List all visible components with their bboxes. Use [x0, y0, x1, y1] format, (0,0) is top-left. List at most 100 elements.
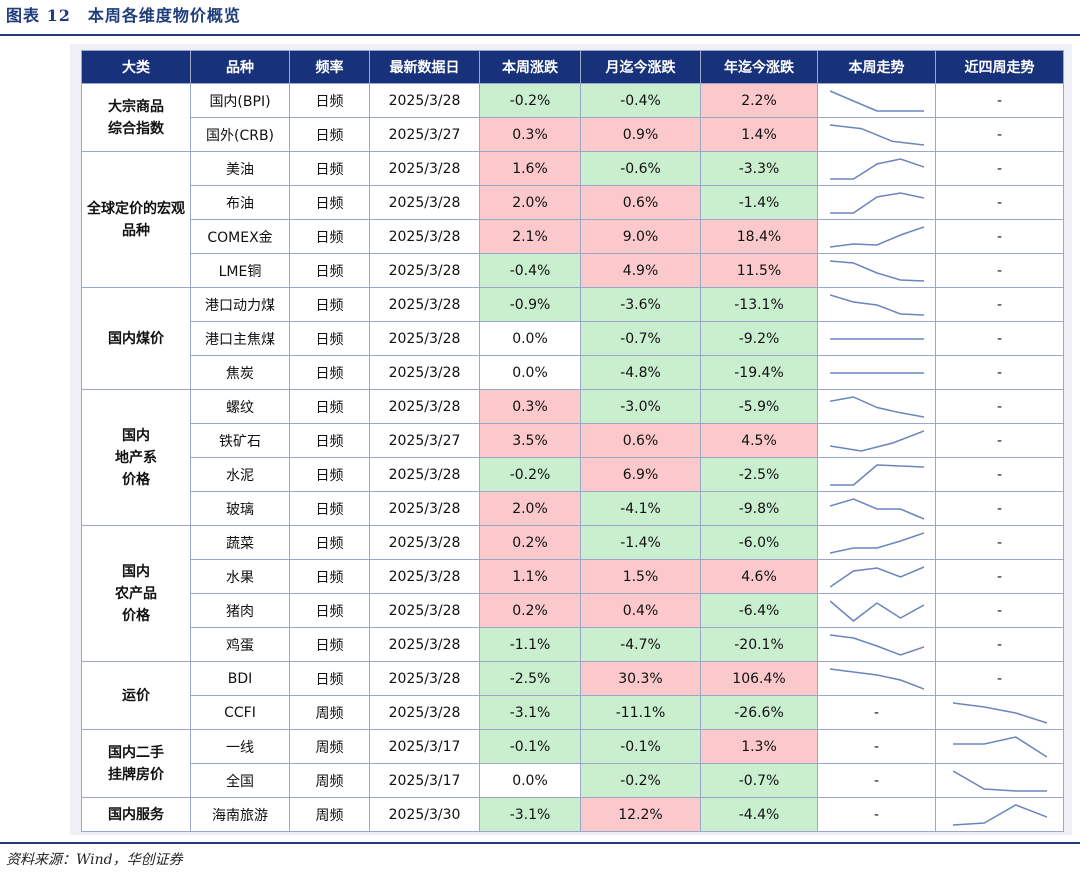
sparkline	[829, 599, 924, 622]
four-week-trend-cell: -	[935, 287, 1064, 322]
four-week-trend-cell: -	[935, 491, 1064, 526]
sparkline	[829, 633, 924, 656]
weekly-change-cell: 2.0%	[479, 185, 581, 220]
weekly-change-cell: 0.2%	[479, 593, 581, 628]
date-cell: 2025/3/28	[369, 253, 480, 288]
sparkline-path	[829, 463, 924, 486]
week-trend-cell	[817, 627, 936, 662]
sparkline-path	[829, 429, 924, 452]
mtd-change-cell: 9.0%	[580, 219, 701, 254]
header-row: 大类 品种 频率 最新数据日 本周涨跌 月迄今涨跌 年迄今涨跌 本周走势 近四周走势	[81, 50, 1064, 84]
four-week-trend-cell: -	[935, 185, 1064, 220]
sparkline	[829, 497, 924, 520]
four-week-trend-cell: -	[935, 355, 1064, 390]
category-cell: 大宗商品 综合指数	[81, 83, 191, 152]
table-row: 大宗商品 综合指数 国内(BPI) 日频 2025/3/28 -0.2% -0.4% 2.2%…	[81, 83, 1064, 152]
frequency-cell: 日频	[289, 423, 370, 458]
table-header: 大类 品种 频率 最新数据日 本周涨跌 月迄今涨跌 年迄今涨跌 本周走势 近四周走势	[81, 50, 1064, 84]
item-cell: 鸡蛋	[190, 627, 290, 662]
four-week-trend-cell: -	[935, 423, 1064, 458]
date-cell: 2025/3/17	[369, 729, 480, 764]
date-cell: 2025/3/27	[369, 423, 480, 458]
table-row: 水泥 日频 2025/3/28 -0.2% 6.9% -2.5% -	[82, 457, 1064, 492]
table-body: 大宗商品 综合指数 国内(BPI) 日频 2025/3/28 -0.2% -0.4% 2.2%…	[81, 83, 1064, 832]
ytd-change-cell: -9.8%	[700, 491, 818, 526]
four-week-trend-cell: -	[935, 559, 1064, 594]
frequency-cell: 日频	[289, 83, 370, 118]
weekly-change-cell: -0.1%	[479, 729, 581, 764]
table-row: 国外(CRB) 日频 2025/3/27 0.3% 0.9% 1.4% -	[82, 117, 1064, 152]
sparkline	[829, 191, 924, 214]
table-row: 鸡蛋 日频 2025/3/28 -1.1% -4.7% -20.1% -	[82, 627, 1064, 662]
sparkline	[829, 371, 924, 374]
weekly-change-cell: -1.1%	[479, 627, 581, 662]
table-row: LME铜 日频 2025/3/28 -0.4% 4.9% 11.5% -	[82, 253, 1064, 288]
date-cell: 2025/3/28	[369, 321, 480, 356]
week-trend-cell	[817, 219, 936, 254]
mtd-change-cell: 0.4%	[580, 593, 701, 628]
date-cell: 2025/3/28	[369, 151, 480, 186]
sparkline	[829, 395, 924, 418]
week-trend-cell	[817, 491, 936, 526]
sparkline-path	[829, 667, 924, 690]
ytd-change-cell: 11.5%	[700, 253, 818, 288]
mtd-change-cell: -4.7%	[580, 627, 701, 662]
four-week-trend-cell: -	[935, 627, 1064, 662]
sparkline	[829, 565, 924, 588]
frequency-cell: 日频	[289, 661, 370, 696]
four-week-trend-cell: -	[935, 253, 1064, 288]
mtd-change-cell: 12.2%	[580, 797, 701, 832]
sparkline	[829, 123, 924, 146]
frequency-cell: 周频	[289, 695, 370, 730]
date-cell: 2025/3/28	[369, 627, 480, 662]
item-cell: 国外(CRB)	[190, 117, 290, 152]
table-row: 运价 BDI 日频 2025/3/28 -2.5% 30.3% 106.4% -	[81, 661, 1064, 730]
date-cell: 2025/3/28	[369, 491, 480, 526]
sparkline-path	[952, 769, 1047, 792]
ytd-change-cell: 1.3%	[700, 729, 818, 764]
mtd-change-cell: -4.1%	[580, 491, 701, 526]
frequency-cell: 周频	[289, 763, 370, 798]
item-cell: 猪肉	[190, 593, 290, 628]
item-cell: 全国	[190, 763, 290, 798]
ytd-change-cell: -19.4%	[700, 355, 818, 390]
frequency-cell: 日频	[289, 491, 370, 526]
four-week-trend-cell	[935, 763, 1064, 798]
sparkline-path	[829, 191, 924, 214]
mtd-change-cell: -0.1%	[580, 729, 701, 764]
week-trend-cell	[817, 321, 936, 356]
category-cell: 国内 农产品 价格	[81, 525, 191, 662]
four-week-trend-cell	[935, 797, 1064, 832]
sparkline-path	[952, 803, 1047, 826]
table-row: 国内服务 海南旅游 周频 2025/3/30 -3.1% 12.2% -4.4% -	[81, 797, 1064, 832]
mtd-change-cell: -11.1%	[580, 695, 701, 730]
frequency-cell: 日频	[289, 525, 370, 560]
mtd-change-cell: -0.7%	[580, 321, 701, 356]
sparkline-path	[829, 89, 924, 112]
weekly-change-cell: 0.0%	[479, 763, 581, 798]
weekly-change-cell: 2.1%	[479, 219, 581, 254]
category-cell: 运价	[81, 661, 191, 730]
sparkline-path	[829, 531, 924, 554]
week-trend-cell	[817, 593, 936, 628]
four-week-trend-cell: -	[935, 83, 1064, 118]
sparkline-path	[829, 395, 924, 418]
mtd-change-cell: -1.4%	[580, 525, 701, 560]
sparkline	[952, 769, 1047, 792]
table-row: 玻璃 日频 2025/3/28 2.0% -4.1% -9.8% -	[82, 491, 1064, 526]
ytd-change-cell: -5.9%	[700, 389, 818, 424]
sparkline-path	[829, 599, 924, 622]
sparkline	[829, 463, 924, 486]
ytd-change-cell: -3.3%	[700, 151, 818, 186]
item-cell: 水泥	[190, 457, 290, 492]
four-week-trend-cell: -	[935, 219, 1064, 254]
sparkline	[952, 735, 1047, 758]
ytd-change-cell: 2.2%	[700, 83, 818, 118]
frequency-cell: 日频	[289, 253, 370, 288]
sparkline	[952, 701, 1047, 724]
sparkline	[829, 667, 924, 690]
table-row: CCFI 周频 2025/3/28 -3.1% -11.1% -26.6% -	[82, 695, 1064, 730]
top-rule	[0, 34, 1080, 36]
item-cell: 国内(BPI)	[190, 83, 290, 118]
ytd-change-cell: -2.5%	[700, 457, 818, 492]
